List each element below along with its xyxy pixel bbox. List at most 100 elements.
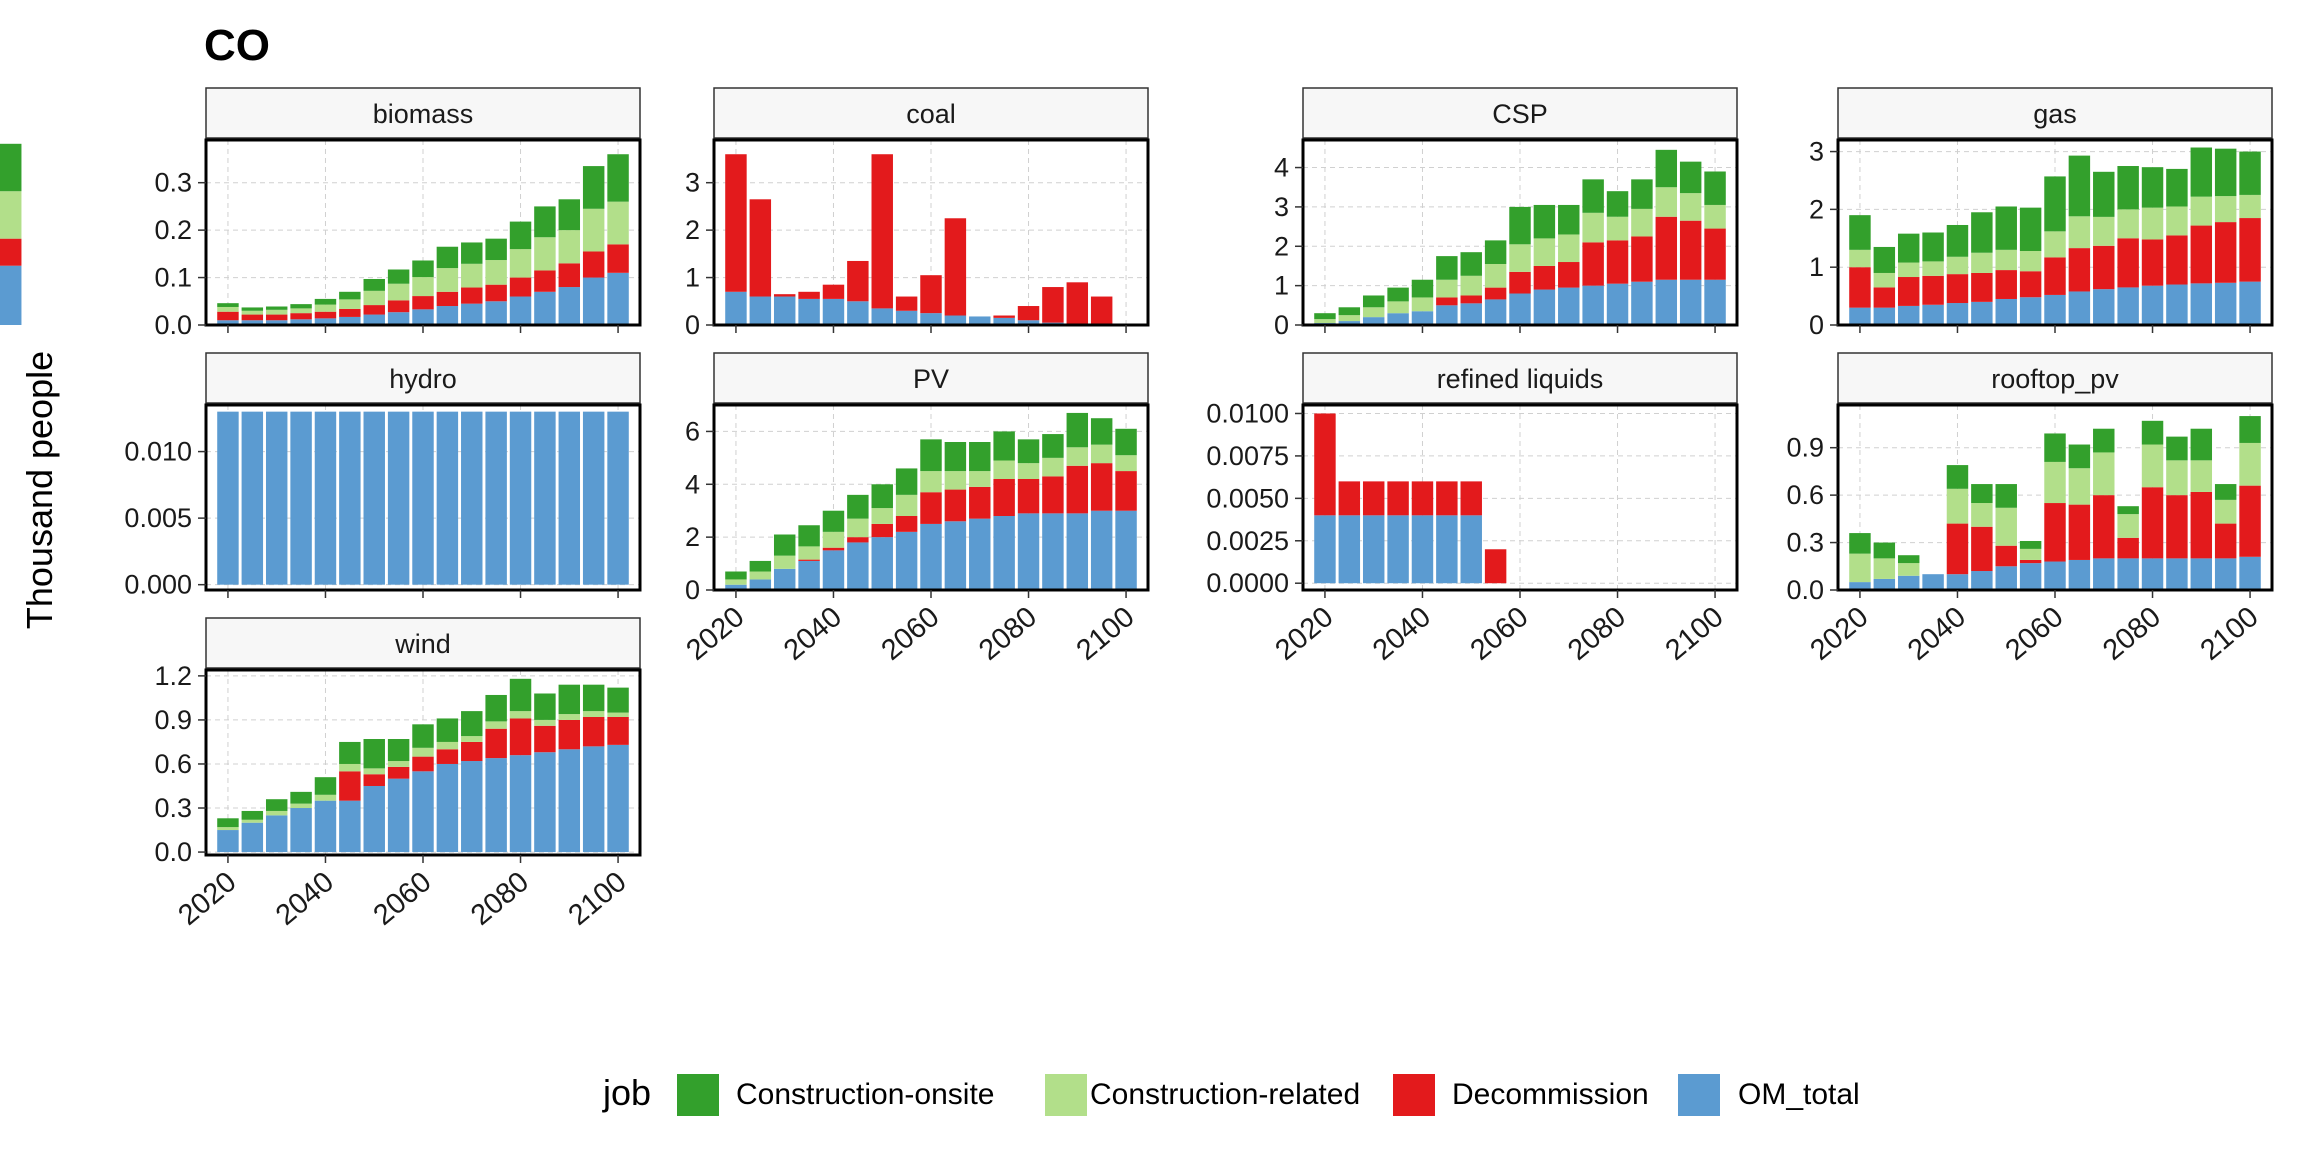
bar-segment-om-total xyxy=(2166,558,2188,590)
x-tick-label: 2060 xyxy=(876,601,946,667)
bar-segment-construction-related xyxy=(412,277,434,297)
bar-segment-construction-related xyxy=(241,819,264,823)
bar-segment-om-total xyxy=(1704,279,1726,325)
bar-segment-construction-related xyxy=(1946,488,1969,524)
bar-segment-construction-related xyxy=(2044,461,2066,504)
bar-segment-om-total xyxy=(265,411,288,585)
y-tick-label: 0 xyxy=(685,310,700,340)
bar-segment-construction-onsite xyxy=(2190,428,2213,461)
bar-segment-decommission xyxy=(2239,485,2261,557)
bar-segment-om-total xyxy=(314,318,337,325)
bar-segment-om-total xyxy=(290,319,312,325)
bar-segment-decommission xyxy=(582,716,605,747)
bar-segment-om-total xyxy=(1995,298,2017,325)
bar-segment-construction-related xyxy=(1582,212,1604,243)
bar-segment-om-total xyxy=(217,830,239,853)
bar-segment-decommission xyxy=(1090,296,1113,325)
x-tick-label: 2080 xyxy=(1562,601,1632,667)
x-tick-label: 2100 xyxy=(1660,601,1730,667)
bar-segment-construction-related xyxy=(2239,194,2261,219)
bar-segment-decommission xyxy=(1066,282,1089,325)
bar-segment-construction-related xyxy=(2166,460,2188,496)
bar-segment-om-total xyxy=(1873,307,1896,325)
bar-segment-decommission xyxy=(509,277,532,297)
y-tick-label: 0.005 xyxy=(124,503,192,533)
bar-segment-om-total xyxy=(1042,513,1064,590)
legend-label-om-total: OM_total xyxy=(1738,1078,1860,1111)
bar-segment-decommission xyxy=(1436,481,1458,516)
panel-biomass: biomass 0.0 0.1 0.2 0.3 xyxy=(0,87,642,340)
panel-strip xyxy=(205,617,641,669)
bar-segment-om-total xyxy=(461,761,483,853)
panel-title: hydro xyxy=(389,364,457,394)
bar-segment-decommission xyxy=(1533,265,1556,290)
bar-segment-om-total xyxy=(944,521,967,590)
bar-segment-decommission xyxy=(1631,236,1653,282)
bar-segment-construction-onsite xyxy=(895,468,918,495)
bar-segment-construction-related xyxy=(2117,209,2139,239)
bar-segment-construction-onsite xyxy=(773,534,796,556)
bar-segment-om-total xyxy=(1558,287,1580,325)
bar-segment-construction-onsite xyxy=(607,687,629,713)
bar-segment-om-total xyxy=(749,296,772,325)
legend-swatch-decommission xyxy=(1393,1074,1435,1116)
bar-segment-om-total xyxy=(363,785,385,853)
bar-segment-construction-onsite xyxy=(2044,433,2066,462)
bar-segment-construction-related xyxy=(2093,452,2115,496)
bar-segment-construction-onsite xyxy=(944,442,967,472)
bar-segment-decommission xyxy=(534,270,556,292)
bar-segment-construction-onsite xyxy=(485,238,507,261)
bar-segment-om-total xyxy=(1017,513,1040,590)
bar-segment-decommission xyxy=(993,479,1015,516)
bar-segment-construction-onsite xyxy=(1995,484,2017,508)
panel-title: biomass xyxy=(373,99,474,129)
bar-segment-om-total xyxy=(607,272,629,325)
panel-title: coal xyxy=(906,99,956,129)
bar-segment-om-total xyxy=(1606,283,1629,325)
bar-segment-om-total xyxy=(2019,563,2042,590)
bar-segment-decommission xyxy=(895,516,918,532)
bar-segment-om-total xyxy=(2117,558,2139,590)
bar-segment-decommission xyxy=(1066,465,1089,514)
bar-segment-om-total xyxy=(2141,285,2164,325)
bar-segment-decommission xyxy=(2214,523,2237,559)
bar-segment-construction-onsite xyxy=(509,221,532,250)
bar-segment-construction-related xyxy=(1484,263,1507,288)
x-tick-label: 2100 xyxy=(2195,601,2265,667)
bar-segment-construction-related xyxy=(558,230,581,264)
y-tick-label: 4 xyxy=(1274,153,1289,183)
bar-segment-decommission xyxy=(773,294,796,297)
bar-segment-construction-onsite xyxy=(412,260,434,278)
bar-segment-decommission xyxy=(607,244,629,273)
bar-segment-om-total xyxy=(485,758,507,853)
bar-segment-construction-onsite xyxy=(725,571,747,580)
bar-segment-construction-onsite xyxy=(314,777,337,795)
bar-segment-construction-onsite xyxy=(1631,179,1653,209)
bar-segment-decommission xyxy=(265,314,288,321)
bar-segment-construction-related xyxy=(2214,196,2237,223)
bar-segment-decommission xyxy=(1971,272,1993,302)
bar-segment-om-total xyxy=(2117,287,2139,325)
bar-segment-om-total xyxy=(387,411,410,585)
bar-segment-om-total xyxy=(2068,559,2091,590)
bar-segment-construction-onsite xyxy=(2239,151,2261,195)
panel-pv: PV 0 2 4 6 2020 2040 2060 2080 2100 xyxy=(680,352,1150,667)
bar-segment-construction-onsite xyxy=(2093,171,2115,217)
bar-segment-om-total xyxy=(847,301,869,325)
bar-segment-construction-related xyxy=(217,306,239,312)
bar-segment-construction-related xyxy=(436,268,459,292)
bar-segment-construction-related xyxy=(1995,249,2017,271)
y-tick-label: 3 xyxy=(685,168,700,198)
bar-segment-construction-onsite xyxy=(2019,540,2042,549)
y-tick-label: 3 xyxy=(1809,137,1824,167)
bar-segment-construction-related xyxy=(412,747,434,757)
bars xyxy=(725,154,1113,325)
bar-segment-construction-onsite xyxy=(2068,155,2091,217)
bar-segment-decommission xyxy=(0,238,22,266)
bar-segment-construction-related xyxy=(798,546,820,560)
bar-segment-om-total xyxy=(773,296,796,325)
bar-segment-om-total xyxy=(920,523,942,590)
bar-segment-construction-onsite xyxy=(1606,191,1629,217)
bar-segment-construction-related xyxy=(1849,249,1871,268)
bar-segment-om-total xyxy=(969,518,991,590)
